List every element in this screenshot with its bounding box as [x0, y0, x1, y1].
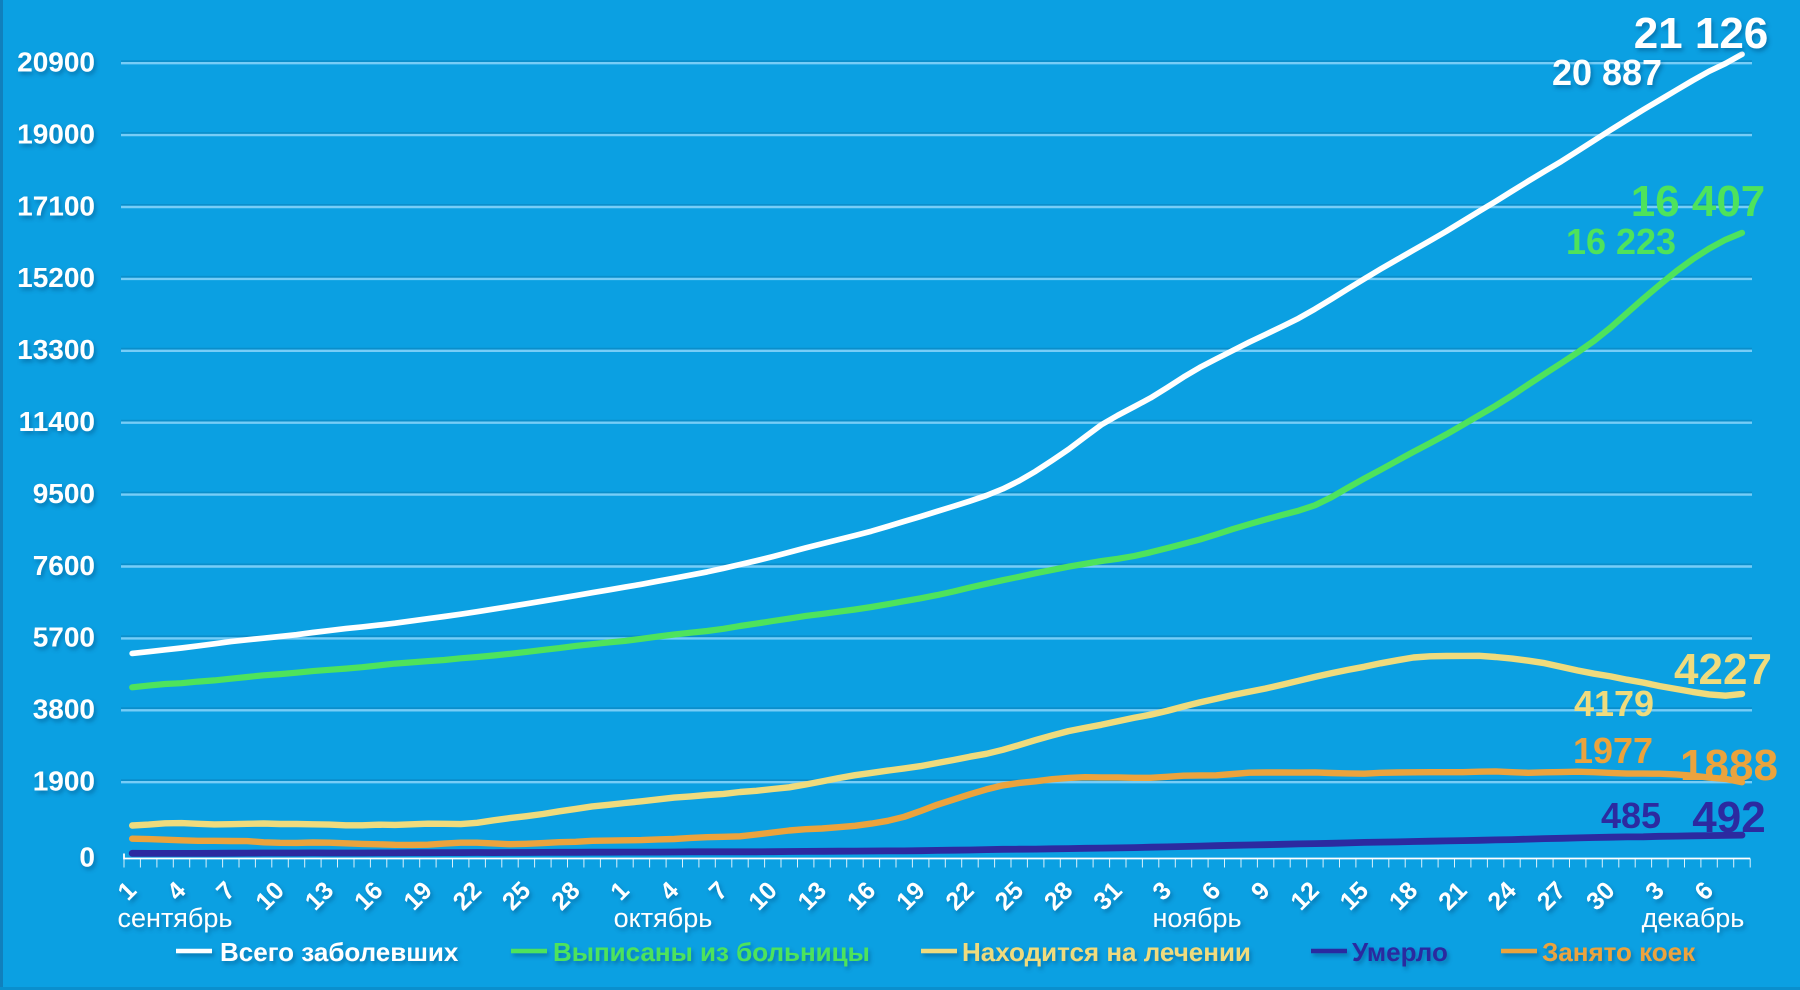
svg-text:13300: 13300: [17, 334, 95, 365]
svg-text:16 407: 16 407: [1631, 177, 1766, 226]
svg-text:20 887: 20 887: [1552, 52, 1662, 93]
svg-text:4227: 4227: [1674, 645, 1772, 694]
svg-text:11400: 11400: [19, 406, 95, 437]
svg-text:1977: 1977: [1573, 730, 1653, 771]
svg-text:16 223: 16 223: [1566, 221, 1676, 262]
svg-text:20900: 20900: [17, 47, 95, 78]
svg-text:4179: 4179: [1574, 683, 1654, 724]
svg-text:7600: 7600: [33, 550, 95, 581]
svg-text:5700: 5700: [33, 622, 95, 653]
svg-text:0: 0: [79, 841, 95, 872]
svg-text:Всего заболевших: Всего заболевших: [220, 937, 459, 967]
svg-text:3800: 3800: [33, 694, 95, 725]
svg-text:15200: 15200: [17, 262, 95, 293]
svg-text:Занято коек: Занято коек: [1542, 937, 1696, 967]
svg-text:октябрь: октябрь: [614, 903, 713, 933]
svg-text:Выписаны из больницы: Выписаны из больницы: [553, 937, 870, 967]
svg-text:сентябрь: сентябрь: [118, 903, 233, 933]
svg-text:Находится на лечении: Находится на лечении: [962, 937, 1251, 967]
svg-text:ноябрь: ноябрь: [1152, 903, 1241, 933]
svg-text:1888: 1888: [1680, 741, 1778, 790]
svg-text:9500: 9500: [33, 478, 95, 509]
svg-text:21 126: 21 126: [1634, 9, 1769, 58]
svg-text:декабрь: декабрь: [1642, 903, 1745, 933]
svg-text:17100: 17100: [17, 190, 95, 221]
svg-text:485: 485: [1601, 795, 1661, 836]
svg-text:492: 492: [1692, 793, 1765, 842]
svg-text:Умерло: Умерло: [1352, 937, 1448, 967]
svg-text:19000: 19000: [17, 118, 95, 149]
svg-text:1900: 1900: [33, 766, 95, 797]
